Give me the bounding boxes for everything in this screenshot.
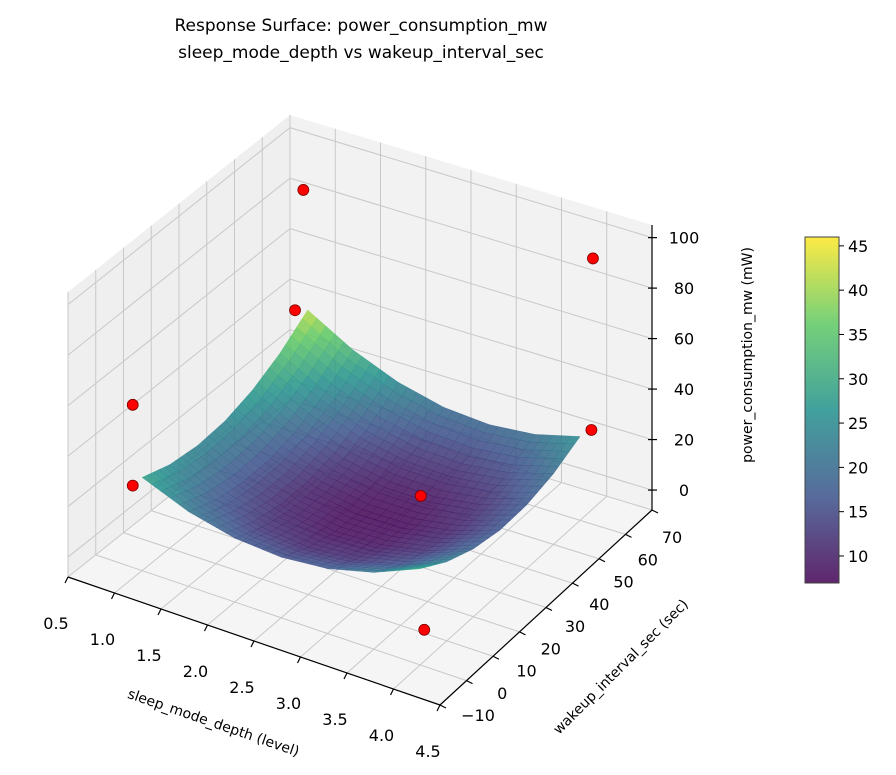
colorbar-tick-label: 15 (848, 503, 868, 522)
gridline-z-left (67, 329, 291, 507)
x-tick-label: 1.0 (90, 630, 115, 649)
y-tick (545, 606, 553, 612)
x-tick-label: 4.0 (369, 726, 394, 745)
z-tick-label: 0 (679, 481, 689, 500)
x-tick (110, 592, 116, 600)
z-tick-label: 40 (674, 380, 694, 399)
y-tick-label: 60 (638, 550, 658, 569)
gridline-z-back (289, 127, 653, 239)
response-surface (141, 309, 581, 573)
y-tick-label: 40 (589, 595, 609, 614)
y-tick (519, 631, 526, 636)
data-point (418, 623, 431, 636)
chart-title: Response Surface: power_consumption_mw (174, 16, 547, 36)
axes: 0.51.01.52.02.53.03.54.04.5−100102030405… (43, 225, 699, 761)
x-tick (250, 640, 255, 648)
y-tick (598, 558, 606, 563)
colorbar (804, 236, 840, 584)
data-point (126, 479, 139, 492)
data-point (587, 252, 599, 265)
y-tick-label: 70 (662, 528, 682, 547)
colorbar-ticks: 10 15 20 25 30 35 40 45 (839, 237, 868, 566)
y-tick-label: 10 (516, 662, 536, 681)
x-tick (436, 704, 441, 712)
x-tick-label: 3.5 (322, 710, 347, 729)
y-tick (466, 680, 473, 685)
x-tick (296, 656, 302, 664)
colorbar-tick-label: 20 (848, 458, 868, 477)
x-tick (343, 672, 348, 680)
y-tick (492, 655, 500, 660)
gridline-z-back (289, 228, 653, 340)
x-tick-label: 0.5 (43, 614, 68, 633)
x-tick-label: 2.0 (183, 662, 208, 681)
y-tick (439, 704, 447, 709)
gridline-z-left (67, 127, 291, 306)
z-axis-label: power_consumption_mw (mW) (740, 247, 756, 463)
occluded-points (126, 424, 598, 492)
x-tick-label: 3.0 (276, 694, 301, 713)
data-point (289, 304, 301, 317)
y-tick-label: 50 (613, 573, 633, 592)
x-tick (389, 688, 395, 696)
x-tick-label: 1.5 (136, 646, 161, 665)
gridline-z-left (67, 177, 291, 356)
x-tick-label: 2.5 (229, 678, 254, 697)
z-tick-label: 80 (674, 279, 694, 298)
y-tick (625, 533, 632, 538)
colorbar-tick-label: 10 (848, 547, 868, 566)
colorbar-tick-label: 40 (848, 281, 868, 300)
colorbar-tick-label: 35 (848, 325, 868, 344)
chart-subtitle: sleep_mode_depth vs wakeup_interval_sec (178, 43, 544, 63)
y-tick (651, 509, 659, 514)
gridline-y-floor (123, 532, 494, 657)
y-tick-label: 30 (565, 617, 585, 636)
data-point (414, 490, 427, 502)
z-tick-label: 100 (669, 229, 700, 248)
y-tick (572, 582, 579, 587)
y-tick-label: 0 (497, 684, 507, 703)
x-tick-label: 4.5 (415, 742, 440, 761)
visible-points (126, 184, 599, 636)
x-tick (203, 624, 209, 632)
z-tick-label: 20 (674, 431, 694, 450)
surface-patch (410, 567, 426, 570)
data-point (126, 398, 139, 411)
data-point (297, 184, 310, 196)
gridline-z-back (289, 278, 653, 390)
colorbar-tick-label: 45 (848, 237, 868, 256)
data-point (585, 424, 598, 436)
x-tick (157, 608, 162, 616)
colorbar-tick-label: 30 (848, 370, 868, 389)
gridline-z-back (289, 177, 653, 289)
colorbar-tick-label: 25 (848, 414, 868, 433)
gridline-z-left (67, 228, 291, 406)
z-tick-label: 60 (674, 330, 694, 349)
gridline-y-floor (151, 510, 520, 633)
gridline-y-floor (95, 554, 467, 682)
gridline-z-left (67, 278, 291, 457)
x-tick (64, 576, 69, 584)
y-tick-label: 20 (541, 639, 561, 658)
y-tick-label: −10 (461, 706, 495, 725)
